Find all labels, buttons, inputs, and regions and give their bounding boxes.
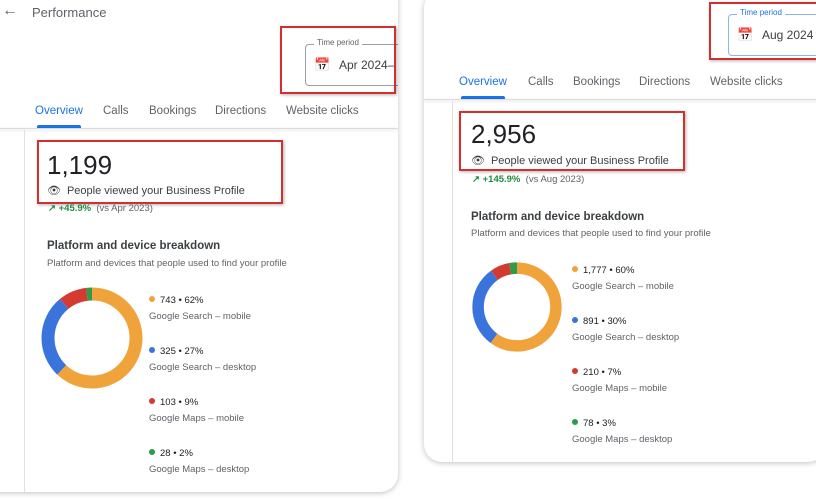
change-percent: +145.9% (482, 174, 521, 185)
active-tab-indicator (37, 125, 81, 128)
compare-period: (vs Apr 2023) (96, 203, 153, 214)
tab-overview[interactable]: Overview (35, 105, 83, 117)
time-period-select[interactable]: Time period 📅 Apr 2024– (305, 38, 398, 86)
legend-label: Google Search – desktop (149, 362, 257, 373)
performance-panel-left: ← Performance Time period 📅 Apr 2024– Ov… (0, 0, 398, 492)
highlight-box (280, 26, 396, 94)
legend-value: 1,777 • 60% (583, 265, 635, 276)
legend-value: 78 • 3% (583, 418, 616, 429)
tab-directions[interactable]: Directions (639, 76, 691, 88)
tab-overview[interactable]: Overview (459, 76, 507, 88)
change-percent: +45.9% (58, 203, 92, 214)
time-period-label: Time period (314, 38, 362, 47)
legend-item-google-search-desktop: 325 • 27% Google Search – desktop (149, 346, 256, 373)
legend-dot (572, 368, 578, 374)
time-period-select[interactable]: Time period 📅 Aug 2024 (728, 8, 816, 56)
legend-value: 103 • 9% (160, 397, 199, 408)
views-change: ↗ +45.9% (vs Apr 2023) (48, 203, 153, 214)
highlight-box (37, 140, 283, 204)
donut-segment-google-maps-desktop (472, 262, 562, 352)
content-border (452, 101, 453, 462)
legend-value: 210 • 7% (583, 367, 622, 378)
legend-label: Google Maps – mobile (149, 413, 245, 424)
content-border (24, 130, 25, 492)
legend-dot (572, 317, 578, 323)
breakdown-subtitle: Platform and devices that people used to… (471, 228, 711, 239)
breakdown-donut-chart (472, 262, 562, 352)
legend-item-google-search-mobile: 1,777 • 60% Google Search – mobile (572, 265, 674, 292)
tabs-divider (424, 99, 816, 100)
legend-dot (572, 419, 578, 425)
legend-label: Google Search – mobile (572, 281, 674, 292)
legend-dot (149, 296, 155, 302)
performance-panel-right: Time period 📅 Aug 2024 Overview Calls Bo… (424, 0, 816, 462)
legend-label: Google Maps – desktop (572, 434, 673, 445)
legend-item-google-search-desktop: 891 • 30% Google Search – desktop (572, 316, 679, 343)
legend-value: 28 • 2% (160, 448, 193, 459)
breakdown-title: Platform and device breakdown (47, 240, 221, 252)
legend-item-google-search-mobile: 743 • 62% Google Search – mobile (149, 295, 251, 322)
legend-dot (572, 266, 578, 272)
calendar-icon: 📅 (314, 57, 331, 72)
views-label-text: People viewed your Business Profile (490, 155, 669, 167)
highlight-box (459, 111, 685, 171)
legend-value: 891 • 30% (583, 316, 627, 327)
views-count: 1,199 (47, 150, 113, 180)
highlight-box (709, 2, 816, 60)
legend-label: Google Search – desktop (572, 332, 680, 343)
tab-website-clicks[interactable]: Website clicks (710, 76, 783, 88)
legend-item-google-maps-mobile: 103 • 9% Google Maps – mobile (149, 397, 244, 424)
back-arrow-icon[interactable]: ← (2, 2, 18, 19)
eye-icon: 👁 (471, 155, 485, 167)
legend-dot (149, 398, 155, 404)
breakdown-title: Platform and device breakdown (471, 211, 645, 223)
legend-label: Google Search – mobile (149, 311, 251, 322)
views-count: 2,956 (471, 119, 537, 149)
breakdown-donut-chart (41, 287, 143, 389)
views-change: ↗ +145.9% (vs Aug 2023) (472, 174, 584, 185)
calendar-icon: 📅 (737, 27, 754, 42)
time-period-label: Time period (737, 8, 785, 17)
tab-bookings[interactable]: Bookings (149, 105, 197, 117)
views-label: 👁 People viewed your Business Profile (471, 154, 669, 167)
tab-directions[interactable]: Directions (215, 105, 267, 117)
trending-up-icon: ↗ (48, 203, 59, 214)
tabs-divider (0, 128, 398, 129)
eye-icon: 👁 (47, 185, 61, 197)
views-label-text: People viewed your Business Profile (66, 185, 245, 197)
tab-calls[interactable]: Calls (103, 105, 129, 117)
legend-label: Google Maps – mobile (572, 383, 668, 394)
compare-period: (vs Aug 2023) (525, 174, 585, 185)
donut-segment-google-maps-desktop (41, 287, 143, 389)
legend-value: 743 • 62% (160, 295, 204, 306)
tab-calls[interactable]: Calls (528, 76, 554, 88)
trending-up-icon: ↗ (472, 174, 483, 185)
legend-label: Google Maps – desktop (149, 464, 250, 475)
legend-value: 325 • 27% (160, 346, 204, 357)
donut-segment-google-search-desktop (472, 262, 562, 352)
tab-website-clicks[interactable]: Website clicks (286, 105, 359, 117)
legend-item-google-maps-desktop: 28 • 2% Google Maps – desktop (149, 448, 249, 475)
views-label: 👁 People viewed your Business Profile (47, 184, 245, 197)
page-title: Performance (32, 5, 107, 20)
donut-segment-google-search-desktop (41, 287, 143, 389)
time-period-value: Apr 2024– (339, 58, 395, 72)
active-tab-indicator (461, 96, 505, 99)
legend-dot (149, 347, 155, 353)
legend-item-google-maps-desktop: 78 • 3% Google Maps – desktop (572, 418, 672, 445)
tab-bookings[interactable]: Bookings (573, 76, 621, 88)
breakdown-subtitle: Platform and devices that people used to… (47, 258, 287, 269)
time-period-value: Aug 2024 (762, 28, 814, 42)
legend-item-google-maps-mobile: 210 • 7% Google Maps – mobile (572, 367, 667, 394)
legend-dot (149, 449, 155, 455)
